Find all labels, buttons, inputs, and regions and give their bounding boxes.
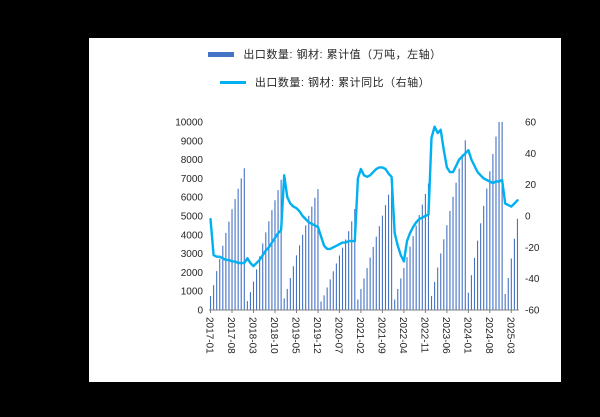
chart-canvas: 0 1000 2000 3000 4000 5000 6000 7000 8000 9000 100…: [175, 118, 540, 355]
x-axis-tick-label: 2021-02: [354, 317, 365, 354]
left-axis-tick-label: 4000: [181, 230, 204, 241]
x-axis-tick-label: 2019-05: [290, 317, 301, 354]
x-axis-tick-label: 2024-08: [483, 317, 494, 354]
legend-item-bar-series: 出口数量: 钢材: 累计值（万吨，左轴）: [89, 46, 561, 62]
x-axis-tick-label: 2022-11: [418, 317, 429, 353]
legend-label-bar-series: 出口数量: 钢材: 累计值（万吨，左轴）: [243, 49, 442, 61]
legend-label-line-series: 出口数量: 钢材: 累计同比（右轴）: [254, 77, 431, 89]
x-axis-tick-label: 2022-04: [397, 317, 408, 354]
chart-panel: 出口数量: 钢材: 累计值（万吨，左轴） 出口数量: 钢材: 累计同比（右轴） …: [89, 38, 561, 382]
legend-item-line-series: 出口数量: 钢材: 累计同比（右轴）: [89, 74, 561, 90]
right-axis-tick-label: 0: [525, 212, 531, 223]
right-axis-tick-label: -40: [525, 274, 540, 285]
x-axis-tick-label: 2017-01: [204, 317, 215, 354]
left-axis-tick-label: 10000: [175, 118, 203, 129]
left-axis-tick-label: 6000: [181, 193, 204, 204]
x-axis-tick-label: 2019-12: [311, 317, 322, 354]
left-axis-tick-label: 9000: [181, 136, 204, 147]
right-axis-tick-label: 60: [525, 118, 537, 129]
x-axis-tick-label: 2018-10: [268, 317, 279, 354]
right-axis-tick-label: 40: [525, 149, 537, 160]
right-axis-tick-label: -60: [525, 306, 540, 317]
left-axis-tick-label: 1000: [181, 287, 204, 298]
left-axis-tick-label: 0: [197, 306, 203, 317]
trend-line: [209, 125, 519, 268]
x-axis-tick-label: 2023-06: [440, 317, 451, 354]
x-axis-tick-label: 2018-03: [247, 317, 258, 354]
chart-legend: 出口数量: 钢材: 累计值（万吨，左轴） 出口数量: 钢材: 累计同比（右轴）: [89, 46, 561, 102]
x-axis-tick-label: 2017-08: [225, 317, 236, 354]
line-series-swatch: [219, 80, 246, 84]
bar-series-swatch: [208, 51, 235, 57]
x-axis-tick-label: 2021-09: [375, 317, 386, 354]
left-axis-tick-label: 3000: [181, 249, 204, 260]
x-axis-tick-label: 2020-07: [332, 317, 343, 354]
left-axis-tick-label: 2000: [181, 268, 204, 279]
left-axis-tick-label: 7000: [181, 174, 204, 185]
right-axis-tick-label: -20: [525, 243, 540, 254]
x-axis-tick-label: 2025-03: [504, 317, 515, 354]
left-axis-tick-label: 8000: [181, 155, 204, 166]
x-axis-tick-label: 2024-01: [461, 317, 472, 354]
right-axis-tick-label: 20: [525, 180, 537, 191]
left-axis-tick-label: 5000: [181, 212, 204, 223]
